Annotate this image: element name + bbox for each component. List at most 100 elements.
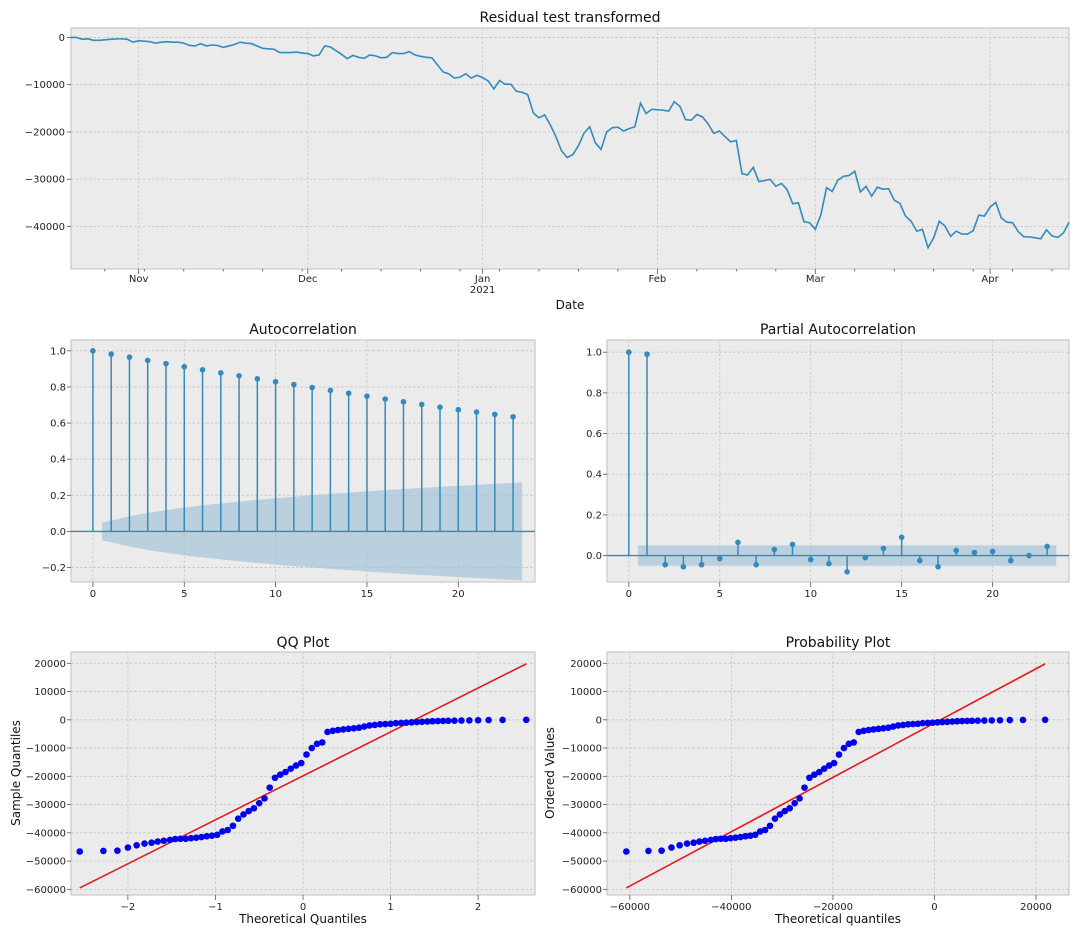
pacf-stem-marker: [971, 549, 978, 556]
prob-point: [717, 835, 725, 843]
prob-point: [949, 718, 956, 725]
prob-point: [806, 774, 813, 782]
prob-point: [934, 719, 941, 726]
qq-panel: −2 −1 0 1 2 20000 10000 0 −10000 −20000 −30000 −400…: [9, 635, 536, 926]
acf-stem-marker: [126, 354, 133, 360]
prob-point: [919, 719, 927, 727]
prob-point: [707, 836, 715, 844]
qq-point: [154, 838, 161, 845]
qq-point: [100, 847, 107, 855]
pacf-stem-marker: [844, 569, 850, 575]
acf-panel: 0 5 10 15 20 −0.2 0.0 0.2 0.4 0.6 0.8 1.0 Autocorre…: [42, 322, 536, 600]
qq-point: [413, 718, 421, 726]
qq-point: [366, 722, 373, 729]
qq-point: [434, 717, 442, 725]
prob-point: [870, 726, 877, 733]
qq-point: [308, 744, 316, 752]
prob-y-tick-label: 0: [596, 715, 602, 726]
pacf-stem-marker: [1026, 552, 1032, 559]
qq-point: [114, 847, 121, 854]
qq-point: [171, 835, 179, 843]
pacf-x-tick-label: 10: [804, 589, 817, 600]
prob-point: [786, 804, 794, 812]
prob-reference-line: [625, 663, 1046, 889]
prob-point: [884, 724, 892, 732]
pacf-stem-marker: [698, 561, 705, 568]
acf-x-tick-label: 10: [269, 589, 282, 600]
prob-x-tick-label: −20000: [813, 902, 853, 913]
prob-point: [825, 762, 833, 769]
qq-point: [245, 807, 253, 815]
pacf-y-tick-label: 0.4: [586, 470, 602, 481]
prob-y-tick-label: −20000: [562, 772, 602, 783]
qq-y-tick-label: 0: [60, 715, 66, 726]
qq-point: [445, 717, 452, 725]
pacf-stem-marker: [644, 351, 650, 358]
pacf-title: Partial Autocorrelation: [760, 322, 916, 338]
residual-xlabel: Date: [556, 298, 585, 312]
acf-stem-marker: [217, 370, 224, 376]
qq-point: [339, 726, 347, 733]
residual-y-tick-label: −40000: [25, 222, 65, 233]
acf-x-tick-label: 5: [181, 589, 187, 600]
prob-point: [622, 848, 630, 855]
qq-title: QQ Plot: [277, 635, 330, 651]
qq-point: [187, 834, 195, 842]
pacf-stem-marker: [680, 563, 687, 570]
pacf-stem-marker: [862, 554, 869, 561]
prob-point: [683, 840, 691, 847]
prob-y-tick-label: −30000: [562, 800, 602, 811]
qq-x-tick-label: −1: [208, 902, 223, 913]
prob-point: [771, 815, 779, 823]
acf-stem-marker: [90, 348, 96, 354]
acf-stem-marker: [199, 366, 206, 373]
pacf-stem-marker: [716, 555, 723, 562]
prob-point: [658, 847, 665, 854]
prob-point: [645, 847, 652, 855]
qq-point: [166, 836, 174, 844]
acf-stem-marker: [418, 401, 425, 408]
prob-point: [751, 831, 759, 839]
qq-x-tick-label: 2: [475, 902, 481, 913]
qq-point: [160, 837, 168, 845]
residual-x-tick-label: Nov: [129, 274, 149, 285]
residual-x-tick-label: Mar: [806, 274, 826, 285]
pacf-stem-marker: [880, 545, 887, 552]
prob-y-tick-label: −40000: [562, 828, 602, 839]
prob-point: [761, 826, 769, 834]
prob-point: [1019, 716, 1027, 724]
qq-point: [240, 811, 247, 818]
pacf-panel: 0 5 10 15 20 0.0 0.2 0.4 0.6 0.8 1.0 Partial Autoc…: [586, 322, 1070, 600]
acf-y-tick-label: −0.2: [42, 563, 66, 574]
prob-point: [796, 795, 803, 802]
pacf-stem-marker: [807, 556, 814, 563]
qq-point: [485, 716, 492, 724]
prob-point: [899, 721, 907, 729]
prob-y-tick-label: −60000: [562, 885, 602, 896]
pacf-stem-marker: [662, 561, 669, 568]
prob-point: [815, 768, 823, 776]
pacf-stem-marker: [789, 541, 796, 548]
acf-stem-marker: [382, 396, 389, 402]
prob-point: [722, 835, 729, 843]
qq-point: [392, 719, 400, 727]
residual-title: Residual test transformed: [479, 10, 660, 26]
qq-point: [408, 719, 415, 726]
qq-point: [282, 768, 289, 776]
acf-stem-marker: [181, 363, 188, 370]
qq-ylabel: Sample Quantiles: [9, 720, 23, 826]
prob-point: [988, 717, 996, 724]
prob-x-tick-label: 20000: [1020, 902, 1052, 913]
qq-point: [387, 720, 394, 728]
qq-y-tick-label: −20000: [26, 772, 66, 783]
qq-point: [229, 822, 237, 830]
qq-point: [403, 719, 410, 726]
qq-point: [313, 740, 321, 748]
prob-point: [855, 728, 863, 736]
prob-point: [865, 726, 872, 734]
qq-point: [148, 839, 155, 847]
prob-point: [820, 765, 828, 772]
qq-point: [381, 720, 389, 728]
residual-x-tick-label: Apr: [981, 274, 999, 285]
qq-point: [360, 723, 368, 730]
